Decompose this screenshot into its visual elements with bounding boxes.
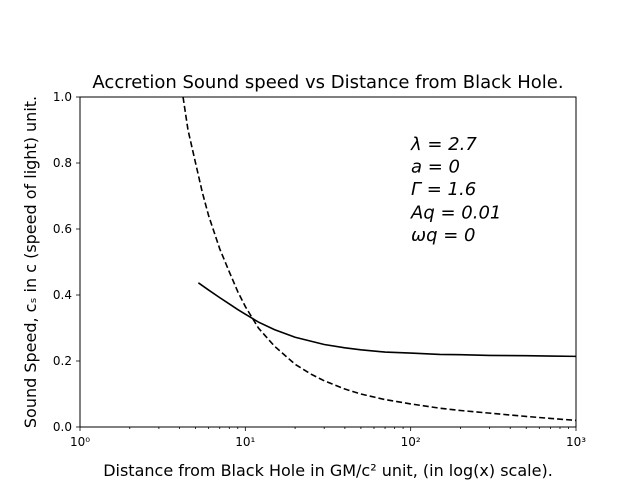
y-tick-label: 0.2	[53, 354, 72, 368]
y-tick-label: 0.6	[53, 222, 72, 236]
x-tick-label: 10³	[566, 435, 586, 449]
x-tick-label: 10¹	[235, 435, 255, 449]
y-tick-label: 0.0	[53, 420, 72, 434]
parameter-annotation: λ = 2.7	[410, 134, 477, 155]
y-axis: 0.0 0.2 0.4 0.6 0.8 1.0	[53, 90, 80, 434]
y-tick-label: 0.8	[53, 156, 72, 170]
series-2-dashed-line	[182, 96, 577, 422]
parameter-annotation: a = 0	[411, 157, 460, 178]
parameter-annotation: ωq = 0	[411, 225, 475, 246]
series-1-solid-line	[197, 282, 577, 358]
x-axis: 10⁰ 10¹ 10² 10³	[70, 427, 586, 449]
y-tick-label: 1.0	[53, 90, 72, 104]
plot-frame	[79, 96, 577, 428]
chart-title: Accretion Sound speed vs Distance from B…	[92, 72, 563, 93]
x-tick-label: 10⁰	[70, 435, 90, 449]
y-axis-label: Sound Speed, cₛ in c (speed of light) un…	[21, 96, 40, 428]
y-tick-label: 0.4	[53, 288, 72, 302]
x-tick-label: 10²	[401, 435, 421, 449]
parameter-annotation: Γ = 1.6	[411, 179, 476, 200]
plot-series	[182, 96, 577, 422]
x-axis-label: Distance from Black Hole in GM/c² unit, …	[103, 461, 553, 480]
parameter-annotation: Aq = 0.01	[410, 203, 501, 224]
